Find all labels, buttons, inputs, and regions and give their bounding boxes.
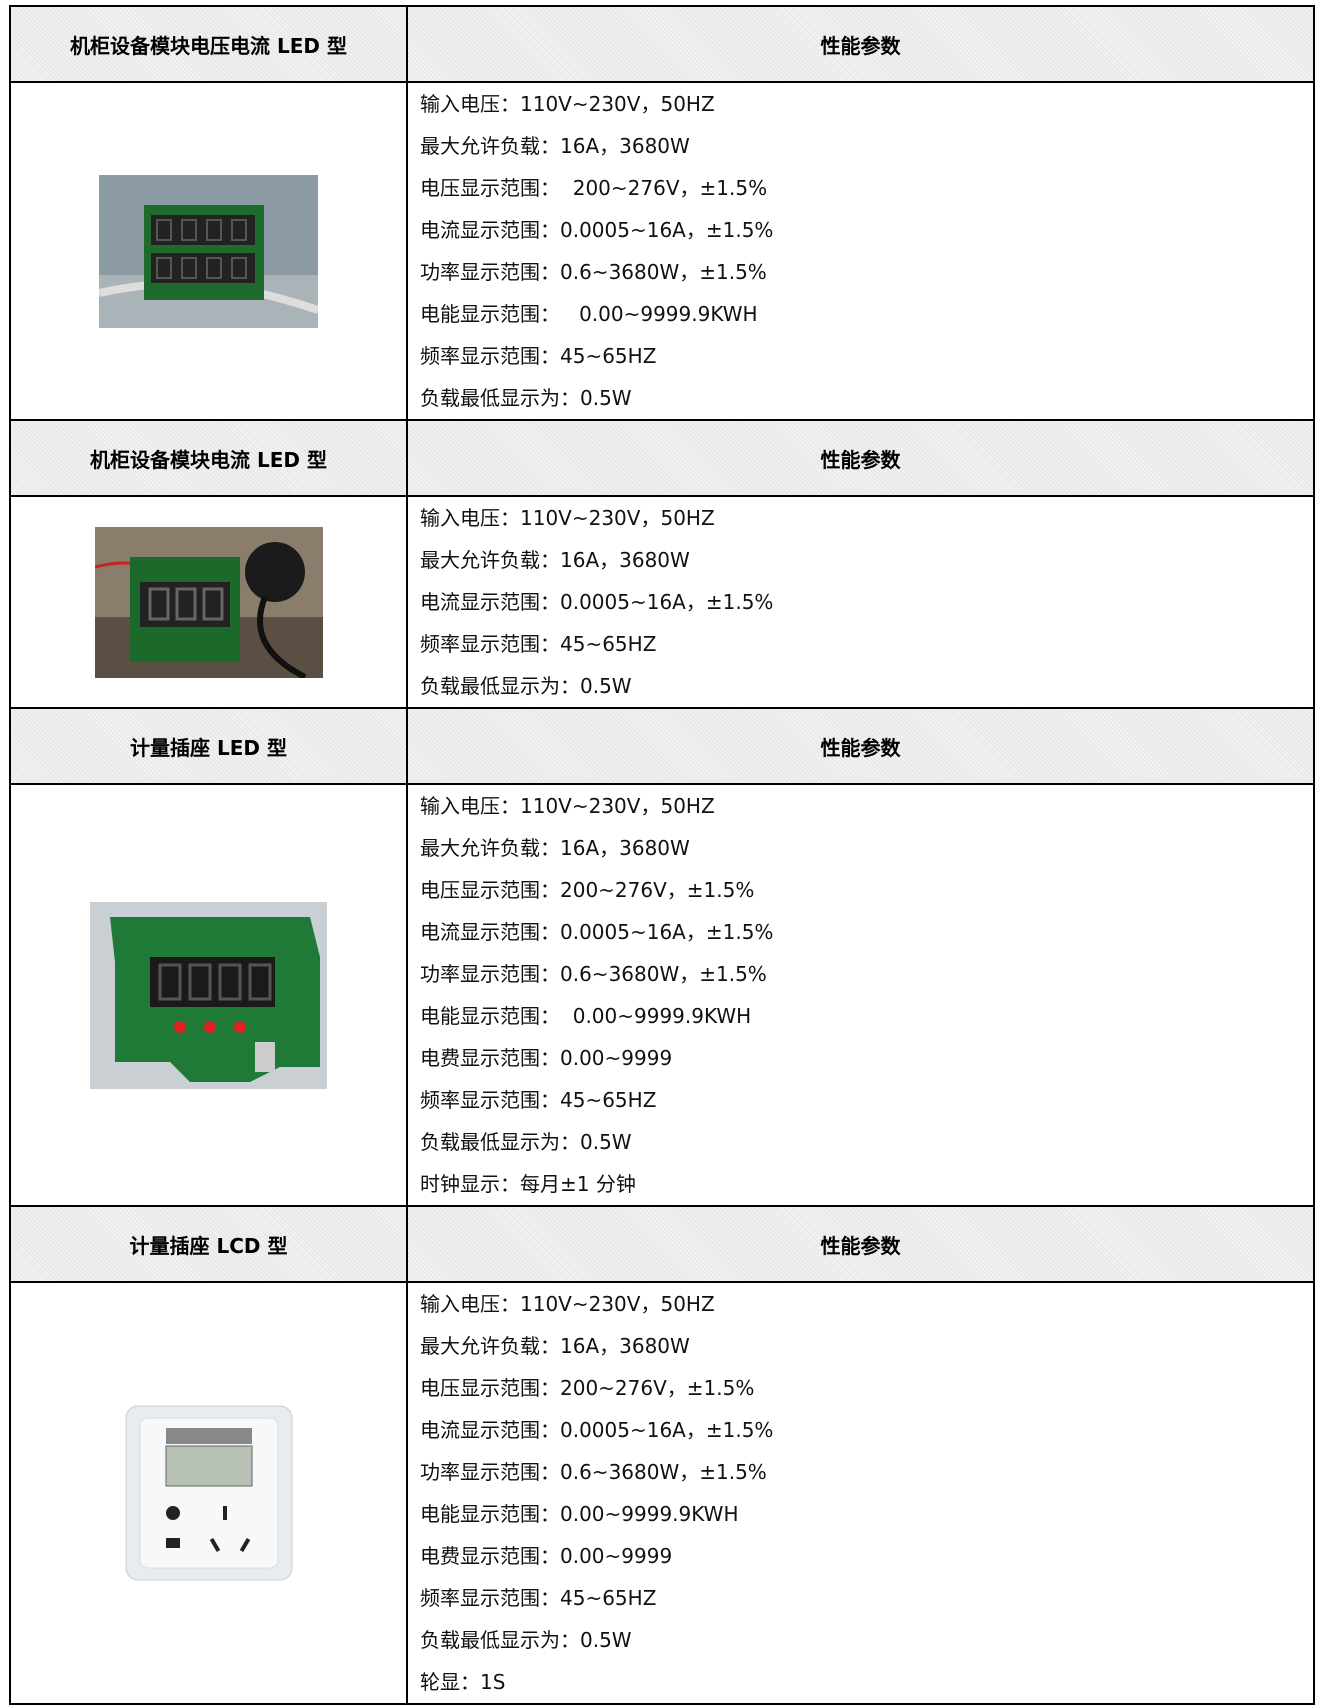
product-image bbox=[94, 526, 323, 678]
column-header: 性能参数 bbox=[406, 1205, 1315, 1283]
section-body-row: 输入电压：110V~230V，50HZ 最大允许负载：16A，3680W 电压显示范… bbox=[9, 81, 1315, 421]
section-header-row: 计量插座 LED 型性能参数 bbox=[9, 707, 1315, 785]
spec-line: 轮显：1S bbox=[420, 1670, 506, 1694]
spec-line: 电压显示范围： 200~276V，±1.5% bbox=[420, 176, 768, 200]
section-body-row: 输入电压：110V~230V，50HZ 最大允许负载：16A，3680W 电流显示范… bbox=[9, 495, 1315, 709]
spec-line: 功率显示范围：0.6~3680W，±1.5% bbox=[420, 1460, 767, 1484]
spec-cell: 输入电压：110V~230V，50HZ 最大允许负载：16A，3680W 电压显示范… bbox=[406, 81, 1315, 421]
spec-line: 频率显示范围：45~65HZ bbox=[420, 1088, 657, 1112]
product-name: 计量插座 LCD 型 bbox=[9, 1205, 408, 1283]
spec-line: 功率显示范围：0.6~3680W，±1.5% bbox=[420, 962, 767, 986]
spec-line: 频率显示范围：45~65HZ bbox=[420, 1586, 657, 1610]
spec-line: 负载最低显示为：0.5W bbox=[420, 1628, 632, 1652]
spec-line: 功率显示范围：0.6~3680W，±1.5% bbox=[420, 260, 767, 284]
column-header: 性能参数 bbox=[406, 707, 1315, 785]
spec-line: 电能显示范围： 0.00~9999.9KWH bbox=[420, 1004, 752, 1028]
product-name: 计量插座 LED 型 bbox=[9, 707, 408, 785]
spec-line: 输入电压：110V~230V，50HZ bbox=[420, 794, 715, 818]
spec-line: 电流显示范围：0.0005~16A，±1.5% bbox=[420, 590, 774, 614]
section-body-row: 输入电压：110V~230V，50HZ 最大允许负载：16A，3680W 电压显示范… bbox=[9, 1281, 1315, 1705]
spec-table: 机柜设备模块电压电流 LED 型性能参数 输入电压：110V~230V，50HZ 最… bbox=[9, 5, 1315, 1705]
section-header-row: 机柜设备模块电压电流 LED 型性能参数 bbox=[9, 5, 1315, 83]
column-header: 性能参数 bbox=[406, 5, 1315, 83]
spec-line: 最大允许负载：16A，3680W bbox=[420, 548, 690, 572]
spec-cell: 输入电压：110V~230V，50HZ 最大允许负载：16A，3680W 电流显示范… bbox=[406, 495, 1315, 709]
spec-line: 频率显示范围：45~65HZ bbox=[420, 632, 657, 656]
section-header-row: 机柜设备模块电流 LED 型性能参数 bbox=[9, 419, 1315, 497]
spec-line: 电能显示范围： 0.00~9999.9KWH bbox=[420, 302, 758, 326]
section-header-row: 计量插座 LCD 型性能参数 bbox=[9, 1205, 1315, 1283]
spec-line: 输入电压：110V~230V，50HZ bbox=[420, 1292, 715, 1316]
product-image bbox=[90, 901, 327, 1089]
spec-line: 最大允许负载：16A，3680W bbox=[420, 134, 690, 158]
spec-line: 电能显示范围：0.00~9999.9KWH bbox=[420, 1502, 739, 1526]
image-cell bbox=[9, 1281, 408, 1705]
spec-line: 负载最低显示为：0.5W bbox=[420, 674, 632, 698]
spec-line: 输入电压：110V~230V，50HZ bbox=[420, 506, 715, 530]
spec-line: 电压显示范围：200~276V，±1.5% bbox=[420, 878, 755, 902]
spec-line: 电流显示范围：0.0005~16A，±1.5% bbox=[420, 218, 774, 242]
spec-line: 电费显示范围：0.00~9999 bbox=[420, 1046, 673, 1070]
product-name: 机柜设备模块电压电流 LED 型 bbox=[9, 5, 408, 83]
image-cell bbox=[9, 495, 408, 709]
spec-line: 频率显示范围：45~65HZ bbox=[420, 344, 657, 368]
image-cell bbox=[9, 783, 408, 1207]
spec-cell: 输入电压：110V~230V，50HZ 最大允许负载：16A，3680W 电压显示范… bbox=[406, 783, 1315, 1207]
spec-line: 最大允许负载：16A，3680W bbox=[420, 1334, 690, 1358]
image-cell bbox=[9, 81, 408, 421]
column-header: 性能参数 bbox=[406, 419, 1315, 497]
spec-line: 电流显示范围：0.0005~16A，±1.5% bbox=[420, 1418, 774, 1442]
spec-line: 负载最低显示为：0.5W bbox=[420, 386, 632, 410]
product-name: 机柜设备模块电流 LED 型 bbox=[9, 419, 408, 497]
spec-line: 电流显示范围：0.0005~16A，±1.5% bbox=[420, 920, 774, 944]
product-image bbox=[117, 1398, 300, 1588]
spec-line: 输入电压：110V~230V，50HZ bbox=[420, 92, 715, 116]
product-image bbox=[99, 174, 318, 328]
section-body-row: 输入电压：110V~230V，50HZ 最大允许负载：16A，3680W 电压显示范… bbox=[9, 783, 1315, 1207]
spec-line: 时钟显示：每月±1 分钟 bbox=[420, 1172, 636, 1196]
spec-line: 最大允许负载：16A，3680W bbox=[420, 836, 690, 860]
spec-line: 电费显示范围：0.00~9999 bbox=[420, 1544, 673, 1568]
spec-line: 电压显示范围：200~276V，±1.5% bbox=[420, 1376, 755, 1400]
spec-line: 负载最低显示为：0.5W bbox=[420, 1130, 632, 1154]
spec-cell: 输入电压：110V~230V，50HZ 最大允许负载：16A，3680W 电压显示范… bbox=[406, 1281, 1315, 1705]
